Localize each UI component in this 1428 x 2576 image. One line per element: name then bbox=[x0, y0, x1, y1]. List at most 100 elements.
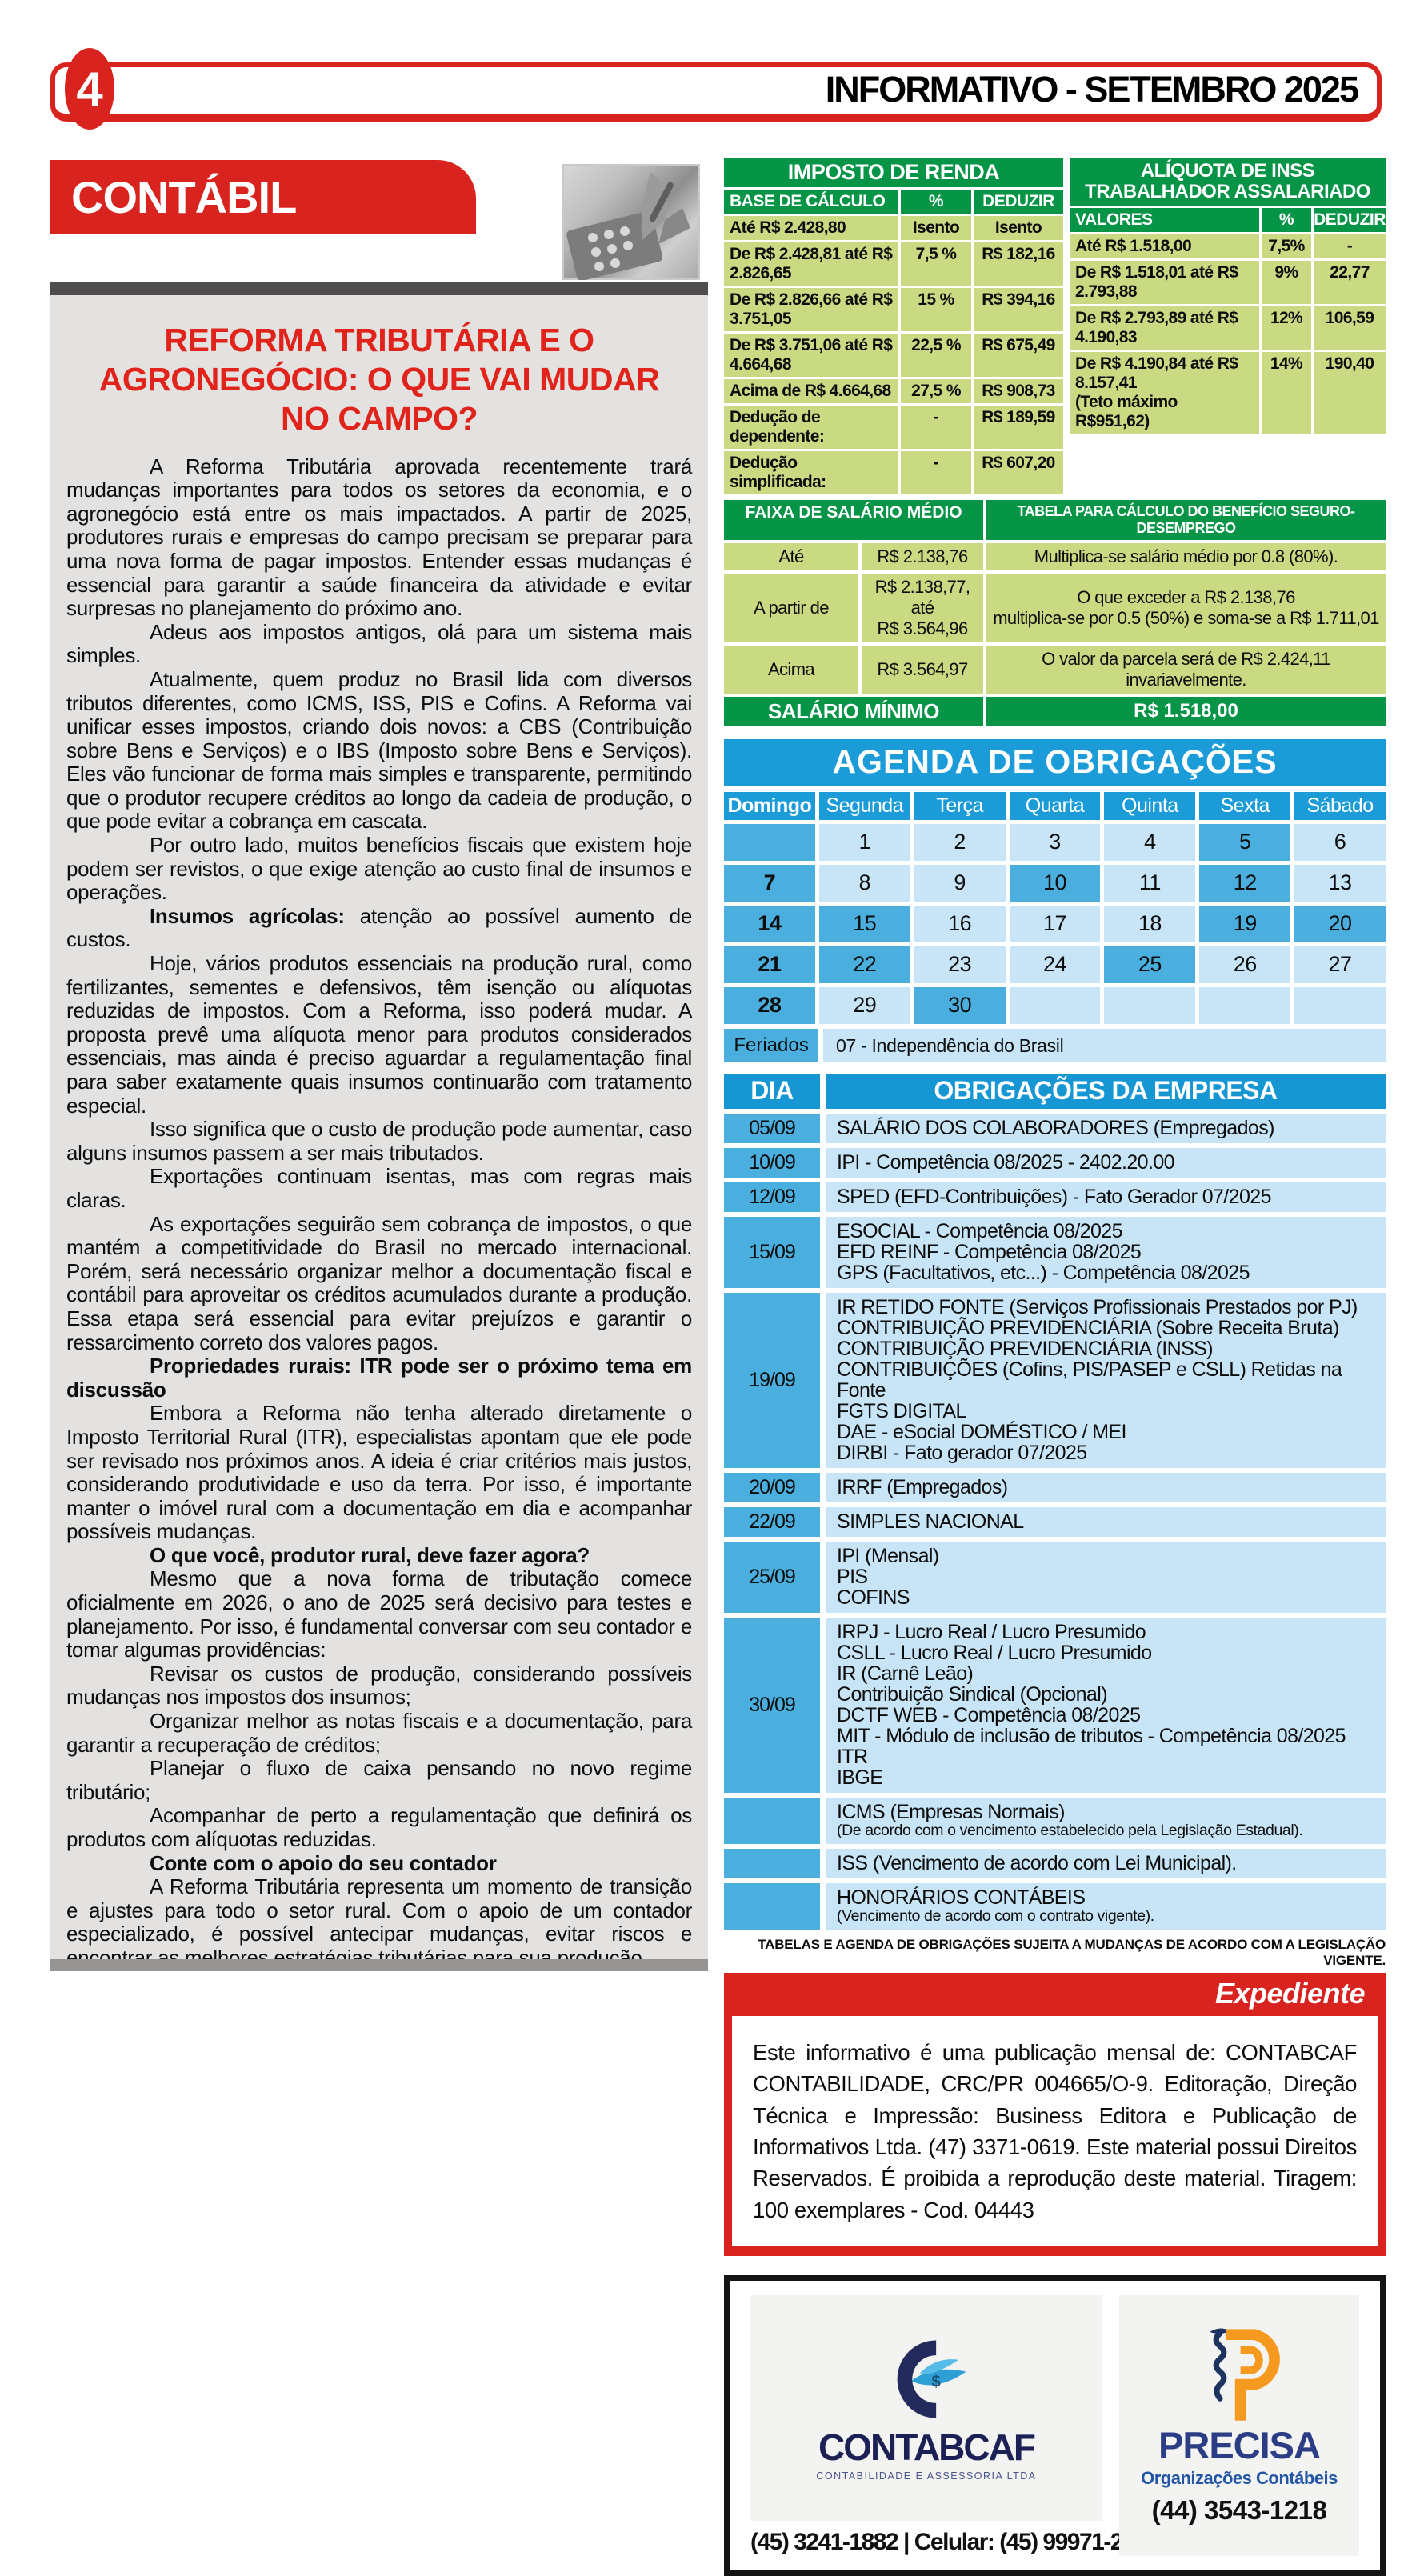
calendar-day bbox=[1199, 987, 1291, 1024]
table-cell: Dedução simplificada: bbox=[724, 451, 898, 494]
expediente-title: Expediente bbox=[1214, 1977, 1366, 2010]
obligation-text: ICMS (Empresas Normais) bbox=[837, 1801, 1065, 1823]
table-cell: Até R$ 2.428,80 bbox=[724, 216, 898, 240]
article-list-item: Acompanhar de perto a regulamentação que… bbox=[66, 1803, 692, 1851]
article-paragraph: Exportações continuam isentas, mas com r… bbox=[66, 1164, 692, 1212]
article-paragraph: O planejamento começa agora. Aproveite e… bbox=[66, 1970, 692, 1971]
obligation-date: 20/09 bbox=[724, 1473, 820, 1502]
table-cell: O valor da parcela será de R$ 2.424,11 i… bbox=[986, 646, 1386, 694]
calendar-day: 28 bbox=[724, 987, 815, 1024]
table-cell: R$ 908,73 bbox=[974, 379, 1063, 403]
article-list-item: Planejar o fluxo de caixa pensando no no… bbox=[66, 1756, 692, 1804]
calendar-day: 4 bbox=[1104, 824, 1196, 861]
calendar-day: 26 bbox=[1199, 946, 1291, 983]
imposto-de-renda-title: IMPOSTO DE RENDA bbox=[724, 158, 1063, 187]
obligation-date: 30/09 bbox=[724, 1618, 820, 1793]
obligation-row: 30/09 IRPJ - Lucro Real / Lucro Presumid… bbox=[724, 1618, 1386, 1793]
calendar-day bbox=[1104, 987, 1196, 1024]
advertisers-box: $ CONTABCAF CONTABILIDADE E ASSESSORIA L… bbox=[724, 2274, 1386, 2576]
obligation-row: 10/09 IPI - Competência 08/2025 - 2402.2… bbox=[724, 1148, 1386, 1178]
expediente-text: Este informativo é uma publicação mensal… bbox=[732, 2016, 1378, 2246]
obligation-text: IPI - Competência 08/2025 - 2402.20.00 bbox=[837, 1151, 1175, 1174]
table-cell: De R$ 2.428,81 até R$ 2.826,65 bbox=[724, 242, 898, 286]
calendar-day: 23 bbox=[914, 946, 1006, 983]
contabcaf-phone: (45) 3241-1882 | Celular: (45) 99971-214… bbox=[750, 2528, 1160, 2555]
calendar-day: 13 bbox=[1294, 865, 1386, 902]
seguro-desemprego-header: TABELA PARA CÁLCULO DO BENEFÍCIO SEGURO-… bbox=[986, 500, 1386, 540]
obligation-date bbox=[724, 1798, 820, 1844]
table-cell: - bbox=[901, 406, 971, 449]
imposto-de-renda-body: Até R$ 2.428,80 Isento Isento De R$ 2.42… bbox=[724, 216, 1063, 494]
calculator-photo bbox=[562, 164, 700, 282]
table-cell: Acima bbox=[724, 646, 858, 694]
table-cell: 27,5 % bbox=[901, 379, 971, 403]
obligation-text: IRPJ - Lucro Real / Lucro Presumido CSLL… bbox=[837, 1621, 1346, 1789]
article-contabil: REFORMA TRIBUTÁRIA E O AGRONEGÓCIO: O QU… bbox=[50, 282, 708, 1971]
calendar-day: 22 bbox=[818, 946, 910, 983]
salario-minimo-label: SALÁRIO MÍNIMO bbox=[724, 697, 983, 726]
article-list-item: Organizar melhor as notas fiscais e a do… bbox=[66, 1709, 692, 1757]
obligation-row: 22/09 SIMPLES NACIONAL bbox=[724, 1507, 1386, 1537]
imposto-de-renda-header-row: BASE DE CÁLCULO % DEDUZIR bbox=[724, 190, 1063, 214]
section-banner-contabil: CONTÁBIL bbox=[50, 160, 476, 234]
obligation-text: SIMPLES NACIONAL bbox=[837, 1510, 1024, 1533]
feriados-text: 07 - Independência do Brasil bbox=[823, 1029, 1386, 1062]
article-paragraph: A Reforma Tributária representa um momen… bbox=[66, 1874, 692, 1970]
contabcaf-logo-panel: $ CONTABCAF CONTABILIDADE E ASSESSORIA L… bbox=[750, 2294, 1102, 2521]
imposto-de-renda-table: IMPOSTO DE RENDA BASE DE CÁLCULO % DEDUZ… bbox=[724, 158, 1063, 494]
table-cell: Multiplica-se salário médio por 0.8 (80%… bbox=[986, 543, 1386, 570]
ad-contabcaf: $ CONTABCAF CONTABILIDADE E ASSESSORIA L… bbox=[750, 2294, 1160, 2556]
calendar-day: 3 bbox=[1009, 824, 1101, 861]
article-subheading: O que você, produtor rural, deve fazer a… bbox=[150, 1542, 590, 1567]
table-cell: O que exceder a R$ 2.138,76 multiplica-s… bbox=[986, 574, 1386, 642]
table-cell: De R$ 1.518,01 até R$ 2.793,88 bbox=[1070, 260, 1259, 304]
inss-header-row: VALORES % DEDUZIR bbox=[1070, 207, 1386, 232]
article-paragraph: Mesmo que a nova forma de tributação com… bbox=[66, 1566, 692, 1662]
table-cell: Isento bbox=[974, 216, 1063, 240]
table-cell: Até R$ 1.518,00 bbox=[1070, 234, 1259, 258]
obligation-text: IR RETIDO FONTE (Serviços Profissionais … bbox=[837, 1296, 1358, 1464]
obligation-date: 10/09 bbox=[724, 1148, 820, 1178]
contabcaf-subtitle: CONTABILIDADE E ASSESSORIA LTDA bbox=[816, 2470, 1037, 2482]
column-header: DEDUZIR bbox=[974, 190, 1063, 214]
obligation-row: 20/09 IRRF (Empregados) bbox=[724, 1473, 1386, 1502]
table-cell: 190,40 bbox=[1314, 351, 1386, 434]
calendar-day bbox=[1009, 987, 1101, 1024]
table-cell: De R$ 4.190,84 até R$ 8.157,41 (Teto máx… bbox=[1070, 351, 1259, 434]
calendar-day: 30 bbox=[914, 987, 1006, 1024]
obligation-text: ESOCIAL - Competência 08/2025 EFD REINF … bbox=[837, 1220, 1250, 1284]
contabcaf-name: CONTABCAF bbox=[818, 2426, 1036, 2468]
contabcaf-logo-icon: $ bbox=[897, 2340, 966, 2418]
obligation-row: ISS (Vencimento de acordo com Lei Munici… bbox=[724, 1849, 1386, 1878]
obligation-subtext: (De acordo com o vencimento estabelecido… bbox=[837, 1822, 1303, 1839]
table-cell: Acima de R$ 4.664,68 bbox=[724, 379, 898, 403]
obligation-date: 22/09 bbox=[724, 1507, 820, 1537]
day-header: Quarta bbox=[1009, 792, 1101, 820]
obligation-text: SALÁRIO DOS COLABORADORES (Empregados) bbox=[837, 1117, 1274, 1139]
day-header: Quinta bbox=[1104, 792, 1196, 820]
article-subheading: Propriedades rurais: ITR pode ser o próx… bbox=[66, 1354, 692, 1402]
table-cell: R$ 675,49 bbox=[974, 334, 1063, 377]
column-header: BASE DE CÁLCULO bbox=[724, 190, 898, 214]
article-paragraph: Adeus aos impostos antigos, olá para um … bbox=[66, 619, 692, 668]
obligation-text: IPI (Mensal) PIS COFINS bbox=[837, 1545, 939, 1609]
article-paragraph: Atualmente, quem produz no Brasil lida c… bbox=[66, 666, 692, 834]
day-header: Terça bbox=[914, 792, 1006, 820]
svg-text:$: $ bbox=[931, 2372, 941, 2390]
article-list-item: Revisar os custos de produção, considera… bbox=[66, 1661, 692, 1710]
calendar-day: 7 bbox=[724, 865, 815, 902]
article-paragraph: A Reforma Tributária aprovada recentemen… bbox=[66, 454, 692, 621]
obligation-row: ICMS (Empresas Normais) (De acordo com o … bbox=[724, 1798, 1386, 1844]
calendar-day-headers: Domingo Segunda Terça Quarta Quinta Sext… bbox=[724, 792, 1386, 820]
obligation-text: SPED (EFD-Contribuições) - Fato Gerador … bbox=[837, 1186, 1271, 1208]
obligations-footnote: TABELAS E AGENDA DE OBRIGAÇÕES SUJEITA A… bbox=[758, 1937, 1386, 1968]
day-header: Sábado bbox=[1294, 792, 1386, 820]
obligation-subtext: (Vencimento de acordo com o contrato vig… bbox=[837, 1907, 1154, 1925]
table-cell: - bbox=[1314, 234, 1386, 258]
table-cell: R$ 3.564,97 bbox=[862, 646, 983, 694]
table-cell: R$ 394,16 bbox=[974, 288, 1063, 331]
calculator-photo-illustration bbox=[566, 172, 690, 282]
table-cell: De R$ 2.793,89 até R$ 4.190,83 bbox=[1070, 306, 1259, 350]
article-paragraph: As exportações seguirão sem cobrança de … bbox=[66, 1211, 692, 1354]
article-paragraph: Isso significa que o custo de produção p… bbox=[66, 1117, 692, 1165]
